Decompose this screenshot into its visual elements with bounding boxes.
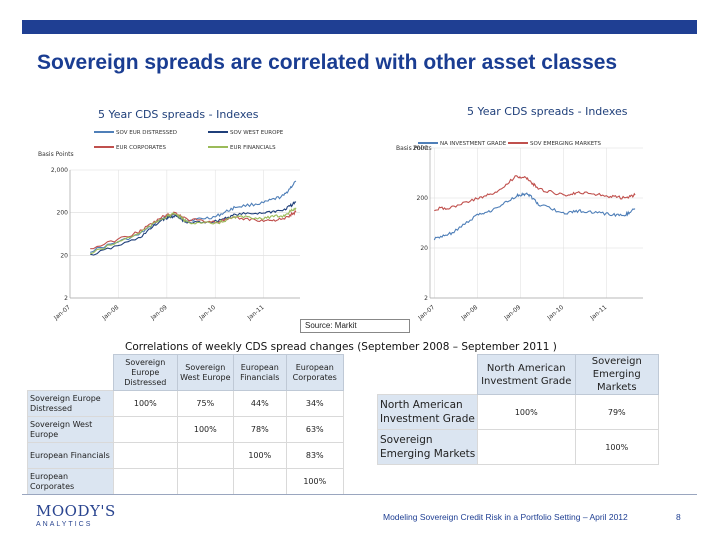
table-cell: 100% bbox=[233, 442, 287, 469]
legend-entry: SOV EMERGING MARKETS bbox=[530, 141, 602, 147]
correlations-title: Correlations of weekly CDS spread change… bbox=[125, 341, 557, 353]
footer-divider bbox=[22, 494, 697, 495]
table-cell: 75% bbox=[176, 390, 235, 417]
correlation-table-na-em: North American Investment Grade Sovereig… bbox=[377, 354, 660, 465]
table-corner bbox=[27, 354, 114, 391]
x-tick-label: Jan-09 bbox=[149, 304, 169, 322]
table-cell: 44% bbox=[233, 390, 287, 417]
column-header: European Financials bbox=[233, 354, 287, 391]
series-line bbox=[90, 209, 297, 250]
row-header: European Financials bbox=[27, 442, 114, 469]
y-tick-label: 20 bbox=[420, 245, 428, 252]
x-tick-label: Jan-10 bbox=[545, 304, 565, 322]
table-corner bbox=[377, 354, 478, 395]
legend-entry: SOV EUR DISTRESSED bbox=[116, 130, 177, 136]
series-line bbox=[433, 192, 636, 241]
table-cell bbox=[233, 468, 287, 495]
table-cell: 34% bbox=[285, 390, 345, 417]
slide-title: Sovereign spreads are correlated with ot… bbox=[37, 51, 618, 74]
column-header: Sovereign Europe Distressed bbox=[113, 354, 178, 391]
table-cell: 100% bbox=[113, 390, 178, 417]
column-header: European Corporates bbox=[285, 354, 345, 391]
y-tick-label: 2 bbox=[424, 295, 428, 302]
table-cell: 100% bbox=[285, 468, 345, 495]
y-tick-label: 20 bbox=[60, 252, 68, 259]
row-header: North American Investment Grade bbox=[377, 394, 478, 430]
table-cell: 83% bbox=[285, 442, 345, 469]
series-line bbox=[90, 180, 297, 253]
table-cell bbox=[113, 442, 178, 469]
table-cell: 100% bbox=[176, 416, 235, 443]
logo-subtitle: ANALYTICS bbox=[36, 521, 93, 528]
row-header: Sovereign Emerging Markets bbox=[377, 429, 478, 465]
table-cell: 78% bbox=[233, 416, 287, 443]
series-line bbox=[90, 201, 297, 256]
table-cell: 79% bbox=[574, 394, 660, 430]
row-header: Sovereign Europe Distressed bbox=[27, 390, 114, 417]
table-cell: 100% bbox=[574, 429, 660, 465]
table-cell bbox=[176, 468, 235, 495]
x-tick-label: Jan-08 bbox=[459, 304, 479, 322]
row-header: European Corporates bbox=[27, 468, 114, 495]
chart-title: 5 Year CDS spreads - Indexes bbox=[98, 108, 259, 121]
top-banner bbox=[22, 20, 697, 34]
y-tick-label: 2,000 bbox=[51, 167, 68, 174]
column-header: Sovereign Emerging Markets bbox=[574, 354, 660, 395]
chart-title: 5 Year CDS spreads - Indexes bbox=[467, 105, 628, 118]
x-tick-label: Jan-08 bbox=[100, 304, 120, 322]
legend-entry: EUR FINANCIALS bbox=[230, 145, 276, 151]
table-cell: 100% bbox=[477, 394, 576, 430]
legend-entry: EUR CORPORATES bbox=[116, 145, 166, 151]
table-cell bbox=[113, 468, 178, 495]
y-tick-label: 200 bbox=[57, 210, 69, 217]
x-tick-label: Jan-11 bbox=[588, 304, 608, 322]
logo-wordmark: MOODY'S bbox=[36, 502, 116, 520]
series-line bbox=[90, 207, 297, 255]
table-cell bbox=[477, 429, 576, 465]
moodys-logo: MOODY'S ANALYTICS bbox=[36, 502, 116, 528]
column-header: Sovereign West Europe bbox=[176, 354, 235, 391]
table-row: North American Investment Grade 100% 79% bbox=[377, 394, 660, 430]
table-cell bbox=[113, 416, 178, 443]
y-tick-label: 2000 bbox=[413, 145, 428, 152]
table-cell: 63% bbox=[285, 416, 345, 443]
y-axis-label: Basis Points bbox=[38, 151, 74, 158]
page-number: 8 bbox=[676, 512, 681, 522]
footer-text: Modeling Sovereign Credit Risk in a Port… bbox=[383, 512, 628, 522]
x-tick-label: Jan-10 bbox=[197, 304, 217, 322]
x-tick-label: Jan-09 bbox=[502, 304, 522, 322]
x-tick-label: Jan-07 bbox=[416, 304, 436, 322]
series-line bbox=[434, 175, 636, 212]
row-header: Sovereign West Europe bbox=[27, 416, 114, 443]
x-tick-label: Jan-11 bbox=[246, 304, 266, 322]
table-row: European Financials 100% 83% bbox=[27, 442, 345, 469]
y-tick-label: 200 bbox=[417, 195, 429, 202]
table-row: Sovereign West Europe 100% 78% 63% bbox=[27, 416, 345, 443]
column-header: North American Investment Grade bbox=[477, 354, 576, 395]
source-note: Source: Markit bbox=[300, 319, 410, 333]
legend-entry: NA INVESTMENT GRADE bbox=[440, 141, 507, 147]
x-tick-label: Jan-07 bbox=[52, 304, 72, 322]
correlation-table-europe: Sovereign Europe Distressed Sovereign We… bbox=[27, 354, 345, 495]
table-row: European Corporates 100% bbox=[27, 468, 345, 495]
y-tick-label: 2 bbox=[64, 295, 68, 302]
table-row: Sovereign Europe Distressed 100% 75% 44%… bbox=[27, 390, 345, 417]
table-row: Sovereign Emerging Markets 100% bbox=[377, 429, 660, 465]
y-axis-label: Basis Points bbox=[396, 145, 432, 152]
legend-entry: SOV WEST EUROPE bbox=[230, 130, 284, 136]
table-cell bbox=[176, 442, 235, 469]
